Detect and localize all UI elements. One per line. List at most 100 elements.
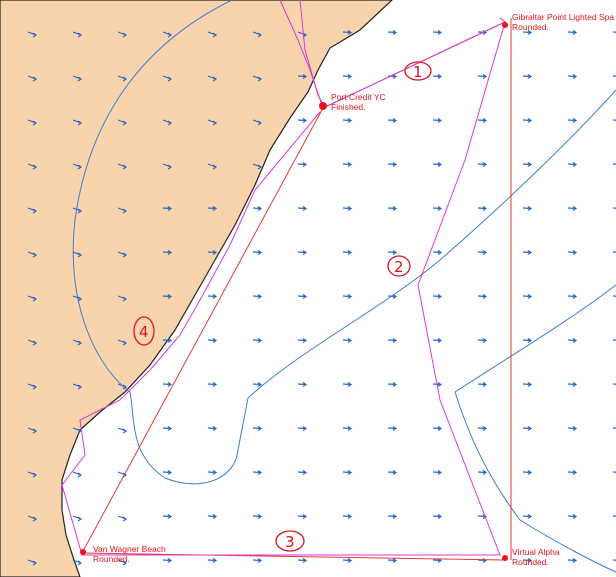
wind-arrow	[477, 294, 488, 299]
wind-arrow	[432, 118, 443, 123]
wind-arrow	[27, 427, 38, 434]
leg-number: 1	[413, 63, 423, 81]
wind-arrow	[162, 75, 173, 82]
wind-arrow	[342, 470, 353, 475]
wind-arrow	[297, 118, 308, 123]
wind-arrow	[117, 295, 128, 302]
wind-arrow	[72, 119, 83, 126]
wind-arrow	[432, 30, 443, 35]
wind-arrow	[297, 162, 308, 167]
wind-arrow	[612, 515, 616, 517]
wind-arrow	[522, 162, 533, 167]
wind-arrow	[27, 339, 38, 346]
wind-arrow	[207, 206, 218, 211]
wind-arrow	[567, 426, 578, 431]
wind-arrow	[567, 162, 578, 167]
wind-arrow	[387, 206, 398, 211]
wind-arrow	[207, 31, 218, 38]
wind-arrow	[72, 383, 83, 390]
wind-arrow	[162, 382, 173, 387]
wind-arrow	[207, 514, 218, 519]
wind-arrow	[252, 470, 263, 475]
wind-arrow	[252, 75, 263, 82]
leg-number: 2	[394, 258, 404, 276]
wind-arrow	[567, 294, 578, 299]
wind-arrow	[522, 250, 533, 255]
wind-arrow	[162, 338, 173, 343]
wind-arrow	[252, 31, 263, 38]
wind-arrow	[162, 514, 173, 519]
wind-arrow	[612, 383, 616, 385]
wind-arrow	[567, 30, 578, 35]
wind-arrow	[342, 338, 353, 343]
wind-arrow	[207, 75, 218, 82]
wind-arrow	[297, 74, 308, 79]
wind-arrow	[162, 206, 173, 211]
wind-arrow	[297, 250, 308, 255]
wind-arrow	[162, 31, 173, 38]
wind-arrow	[207, 294, 218, 299]
wind-arrow	[27, 251, 38, 258]
wind-arrow	[72, 515, 83, 522]
wind-arrow	[387, 74, 398, 79]
wind-arrow	[612, 339, 616, 341]
wind-arrow	[477, 250, 488, 255]
wind-arrow	[387, 338, 398, 343]
wind-arrow	[162, 119, 173, 126]
wind-arrow	[567, 382, 578, 387]
wind-arrow	[117, 251, 128, 258]
wind-arrow	[522, 206, 533, 211]
wind-arrow	[252, 426, 263, 431]
wind-arrow	[297, 294, 308, 299]
leg-circles	[133, 61, 432, 552]
wind-arrow	[522, 74, 533, 79]
wind-arrow	[27, 119, 38, 126]
wind-arrow	[342, 382, 353, 387]
wind-arrow	[27, 295, 38, 302]
wind-arrow	[522, 514, 533, 519]
wind-arrow	[387, 118, 398, 123]
wind-arrow	[117, 559, 128, 566]
wind-arrow	[117, 75, 128, 82]
wind-arrow	[297, 514, 308, 519]
wind-arrow	[252, 382, 263, 387]
wind-arrow	[252, 119, 263, 126]
wind-arrow	[567, 250, 578, 255]
depth-contour	[72, 0, 616, 485]
wind-arrow	[27, 515, 38, 522]
waypoint-name: Gibraltar Point Lighted Spa	[512, 12, 614, 22]
wind-arrow	[72, 427, 83, 434]
wind-arrow	[27, 75, 38, 82]
wind-arrow	[342, 558, 353, 563]
wind-arrow	[252, 338, 263, 343]
wind-arrow	[342, 118, 353, 123]
wind-arrow	[297, 426, 308, 431]
wind-arrow	[567, 514, 578, 519]
track	[61, 0, 506, 556]
wind-arrow	[612, 295, 616, 297]
markers	[80, 22, 508, 561]
wind-arrow	[27, 559, 38, 566]
waypoint-status: Finished.	[331, 102, 366, 112]
depth-contour	[454, 284, 616, 573]
wind-arrow	[612, 119, 616, 121]
wind-arrow	[162, 558, 173, 563]
wind-arrow	[252, 514, 263, 519]
wind-arrow	[387, 558, 398, 563]
wind-arrow	[612, 163, 616, 165]
wind-arrow	[162, 294, 173, 299]
wind-arrow	[72, 75, 83, 82]
wind-arrow	[207, 426, 218, 431]
wind-arrow	[387, 382, 398, 387]
wind-arrow	[432, 74, 443, 79]
wind-arrow	[567, 118, 578, 123]
wind-arrow	[612, 471, 616, 473]
wind-arrow	[342, 294, 353, 299]
wind-arrow	[612, 559, 616, 561]
wind-arrow	[612, 31, 616, 33]
wind-arrow	[477, 30, 488, 35]
wind-arrow	[432, 250, 443, 255]
wind-arrow	[477, 338, 488, 343]
wind-arrow	[477, 382, 488, 387]
